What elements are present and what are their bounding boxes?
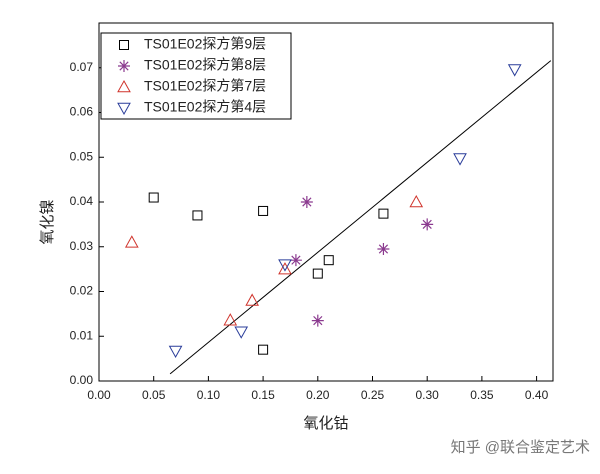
y-tick-label: 0.07 — [70, 60, 94, 74]
x-axis-label: 氧化钴 — [303, 415, 348, 432]
marker — [409, 194, 424, 208]
y-tick-label: 0.00 — [70, 373, 94, 387]
legend-marker — [118, 60, 130, 72]
legend-box — [100, 32, 292, 120]
marker — [223, 313, 238, 326]
marker — [300, 196, 313, 208]
marker — [278, 262, 292, 275]
marker — [278, 259, 292, 272]
marker — [312, 268, 323, 279]
y-axis-label: 氧化镍 — [38, 199, 56, 244]
marker — [311, 314, 324, 327]
x-tick-label: 0.00 — [87, 388, 111, 402]
legend-label: TS01E02探方第4层 — [144, 99, 266, 115]
marker — [258, 344, 269, 355]
x-tick-label: 0.10 — [197, 388, 221, 402]
marker — [168, 345, 183, 359]
fit-line — [169, 60, 552, 375]
legend-label: TS01E02探方第8层 — [144, 57, 266, 73]
legend-marker — [119, 40, 129, 50]
marker — [378, 208, 389, 219]
marker — [245, 293, 260, 306]
legend-label: TS01E02探方第7层 — [144, 78, 266, 94]
marker — [507, 64, 522, 77]
y-tick-label: 0.06 — [70, 105, 94, 119]
x-tick-label: 0.35 — [470, 388, 494, 402]
marker — [377, 242, 390, 255]
marker — [323, 255, 334, 266]
y-tick-label: 0.02 — [70, 284, 94, 298]
x-tick-label: 0.05 — [142, 388, 166, 402]
y-tick-label: 0.04 — [70, 194, 94, 208]
marker — [124, 235, 139, 248]
x-tick-label: 0.40 — [525, 388, 549, 402]
marker — [289, 254, 302, 267]
marker — [234, 326, 249, 339]
y-tick-label: 0.01 — [70, 328, 94, 342]
x-tick-label: 0.30 — [416, 388, 440, 402]
marker — [453, 153, 467, 166]
marker — [258, 205, 269, 216]
x-tick-label: 0.15 — [251, 388, 275, 402]
legend-marker — [117, 102, 131, 116]
x-tick-label: 0.25 — [361, 388, 385, 402]
watermark: 知乎 @联合鉴定艺术 — [451, 439, 590, 456]
x-tick-label: 0.20 — [306, 388, 330, 402]
marker — [192, 210, 203, 221]
y-tick-label: 0.03 — [70, 239, 94, 253]
marker — [421, 218, 434, 231]
legend-label: TS01E02探方第9层 — [144, 36, 266, 52]
y-tick-label: 0.05 — [70, 149, 94, 163]
marker — [148, 192, 159, 203]
legend-marker — [117, 79, 131, 93]
